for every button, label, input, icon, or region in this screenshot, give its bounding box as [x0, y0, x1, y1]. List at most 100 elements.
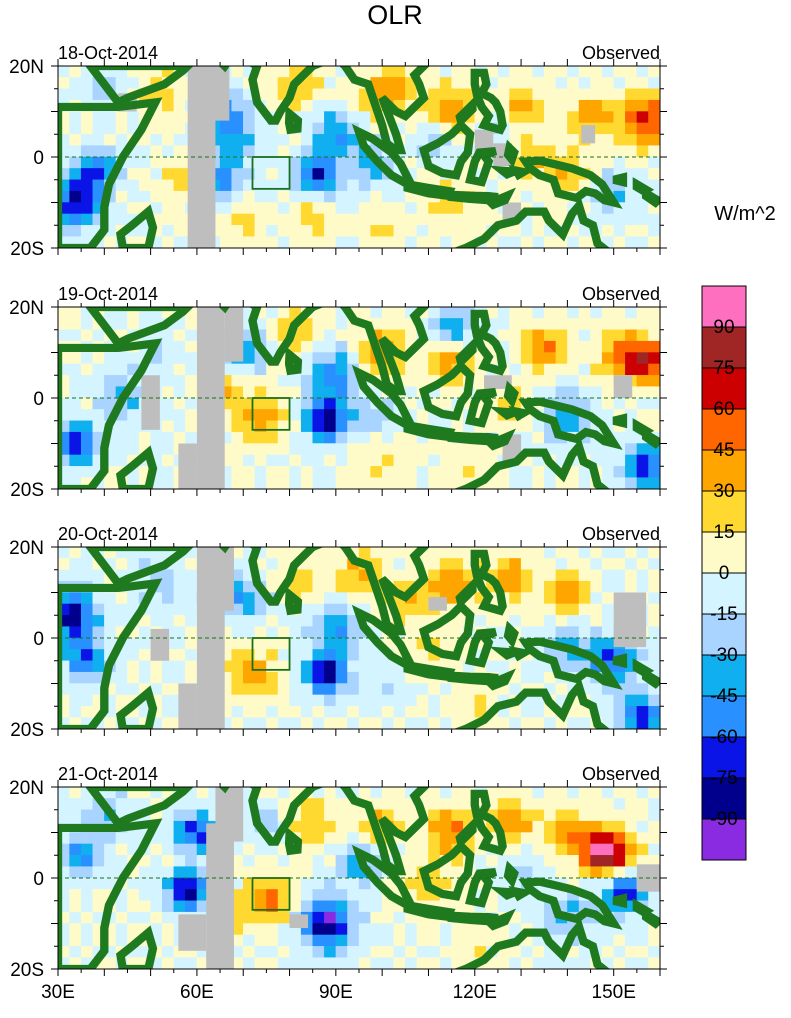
anomaly-cell [613, 66, 626, 78]
anomaly-cell [289, 671, 302, 684]
anomaly-cell [636, 843, 649, 856]
anomaly-cell [80, 694, 93, 707]
anomaly-cell [358, 466, 371, 478]
anomaly-cell [601, 946, 614, 958]
anomaly-cell [324, 179, 337, 192]
anomaly-cell [277, 318, 290, 330]
anomaly-cell [636, 832, 649, 845]
anomaly-cell [625, 179, 638, 192]
anomaly-cell [613, 877, 626, 890]
anomaly-cell [428, 134, 441, 146]
anomaly-cell [80, 877, 93, 890]
anomaly-cell [520, 340, 533, 353]
anomaly-cell [370, 179, 383, 192]
anomaly-cell [289, 168, 302, 180]
anomaly-cell [266, 706, 279, 718]
anomaly-cell [347, 569, 360, 582]
anomaly-cell [92, 866, 105, 879]
anomaly-cell [254, 466, 267, 478]
anomaly-cell [567, 397, 580, 410]
anomaly-cell [393, 580, 406, 593]
anomaly-cell [80, 213, 93, 226]
anomaly-cell [532, 122, 545, 135]
anomaly-cell [150, 111, 163, 124]
anomaly-cell [312, 843, 325, 856]
anomaly-cell [393, 660, 406, 673]
anomaly-cell [625, 352, 638, 365]
anomaly-cell [567, 307, 580, 319]
anomaly-cell [243, 946, 256, 958]
anomaly-cell [231, 190, 244, 203]
anomaly-cell [405, 671, 418, 684]
anomaly-cell [625, 787, 638, 799]
anomaly-cell [613, 477, 626, 489]
anomaly-cell [127, 706, 140, 718]
anomaly-cell [474, 934, 487, 947]
anomaly-cell [578, 866, 591, 879]
anomaly-cell [544, 386, 557, 399]
anomaly-cell [358, 683, 371, 696]
anomaly-cell [405, 923, 418, 936]
anomaly-cell [590, 558, 603, 570]
anomaly-cell [58, 386, 70, 399]
anomaly-cell [335, 592, 348, 605]
anomaly-cell [370, 431, 383, 444]
anomaly-cell [474, 375, 487, 387]
anomaly-cell [266, 946, 279, 958]
anomaly-cell [138, 660, 151, 673]
anomaly-cell [544, 911, 557, 924]
lon-tick-label: 120E [453, 982, 497, 1003]
anomaly-cell [161, 877, 174, 890]
anomaly-cell [324, 660, 337, 673]
anomaly-cell [474, 156, 487, 169]
anomaly-cell [636, 122, 649, 135]
anomaly-cell [625, 156, 638, 169]
anomaly-cell [613, 569, 626, 582]
anomaly-cell [636, 855, 649, 867]
anomaly-cell [312, 318, 325, 330]
anomaly-cell [92, 329, 105, 342]
anomaly-cell [161, 145, 174, 158]
anomaly-cell [625, 558, 638, 570]
anomaly-cell [532, 866, 545, 879]
anomaly-cell [370, 77, 383, 89]
anomaly-cell [312, 877, 325, 890]
anomaly-cell [185, 798, 198, 810]
missing-data-block [178, 914, 207, 951]
anomaly-cell [138, 202, 151, 215]
anomaly-cell [277, 375, 290, 387]
anomaly-cell [578, 236, 591, 248]
anomaly-cell [590, 179, 603, 192]
anomaly-cell [393, 809, 406, 822]
anomaly-cell [243, 889, 256, 901]
anomaly-cell [544, 352, 557, 365]
anomaly-cell [324, 547, 337, 559]
anomaly-cell [590, 66, 603, 78]
anomaly-cell [161, 547, 174, 559]
anomaly-cell [104, 111, 117, 124]
anomaly-cell [648, 706, 660, 718]
anomaly-cell [92, 409, 105, 421]
anomaly-cell [138, 466, 151, 478]
anomaly-cell [509, 843, 522, 856]
anomaly-cell [544, 329, 557, 342]
anomaly-cell [451, 855, 464, 867]
anomaly-cell [173, 592, 186, 605]
anomaly-cell [590, 923, 603, 936]
lat-tick-label: 20S [10, 720, 44, 741]
anomaly-cell [115, 179, 128, 192]
anomaly-cell [289, 615, 302, 627]
anomaly-cell [80, 168, 93, 180]
anomaly-cell [358, 420, 371, 433]
anomaly-cell [324, 787, 337, 799]
anomaly-cell [462, 923, 475, 936]
anomaly-cell [474, 843, 487, 856]
anomaly-cell [300, 122, 313, 135]
anomaly-cell [451, 134, 464, 146]
anomaly-cell [486, 798, 499, 810]
anomaly-cell [439, 957, 452, 969]
anomaly-cell [150, 694, 163, 707]
anomaly-cell [555, 649, 568, 661]
anomaly-cell [497, 787, 510, 799]
anomaly-cell [578, 477, 591, 489]
